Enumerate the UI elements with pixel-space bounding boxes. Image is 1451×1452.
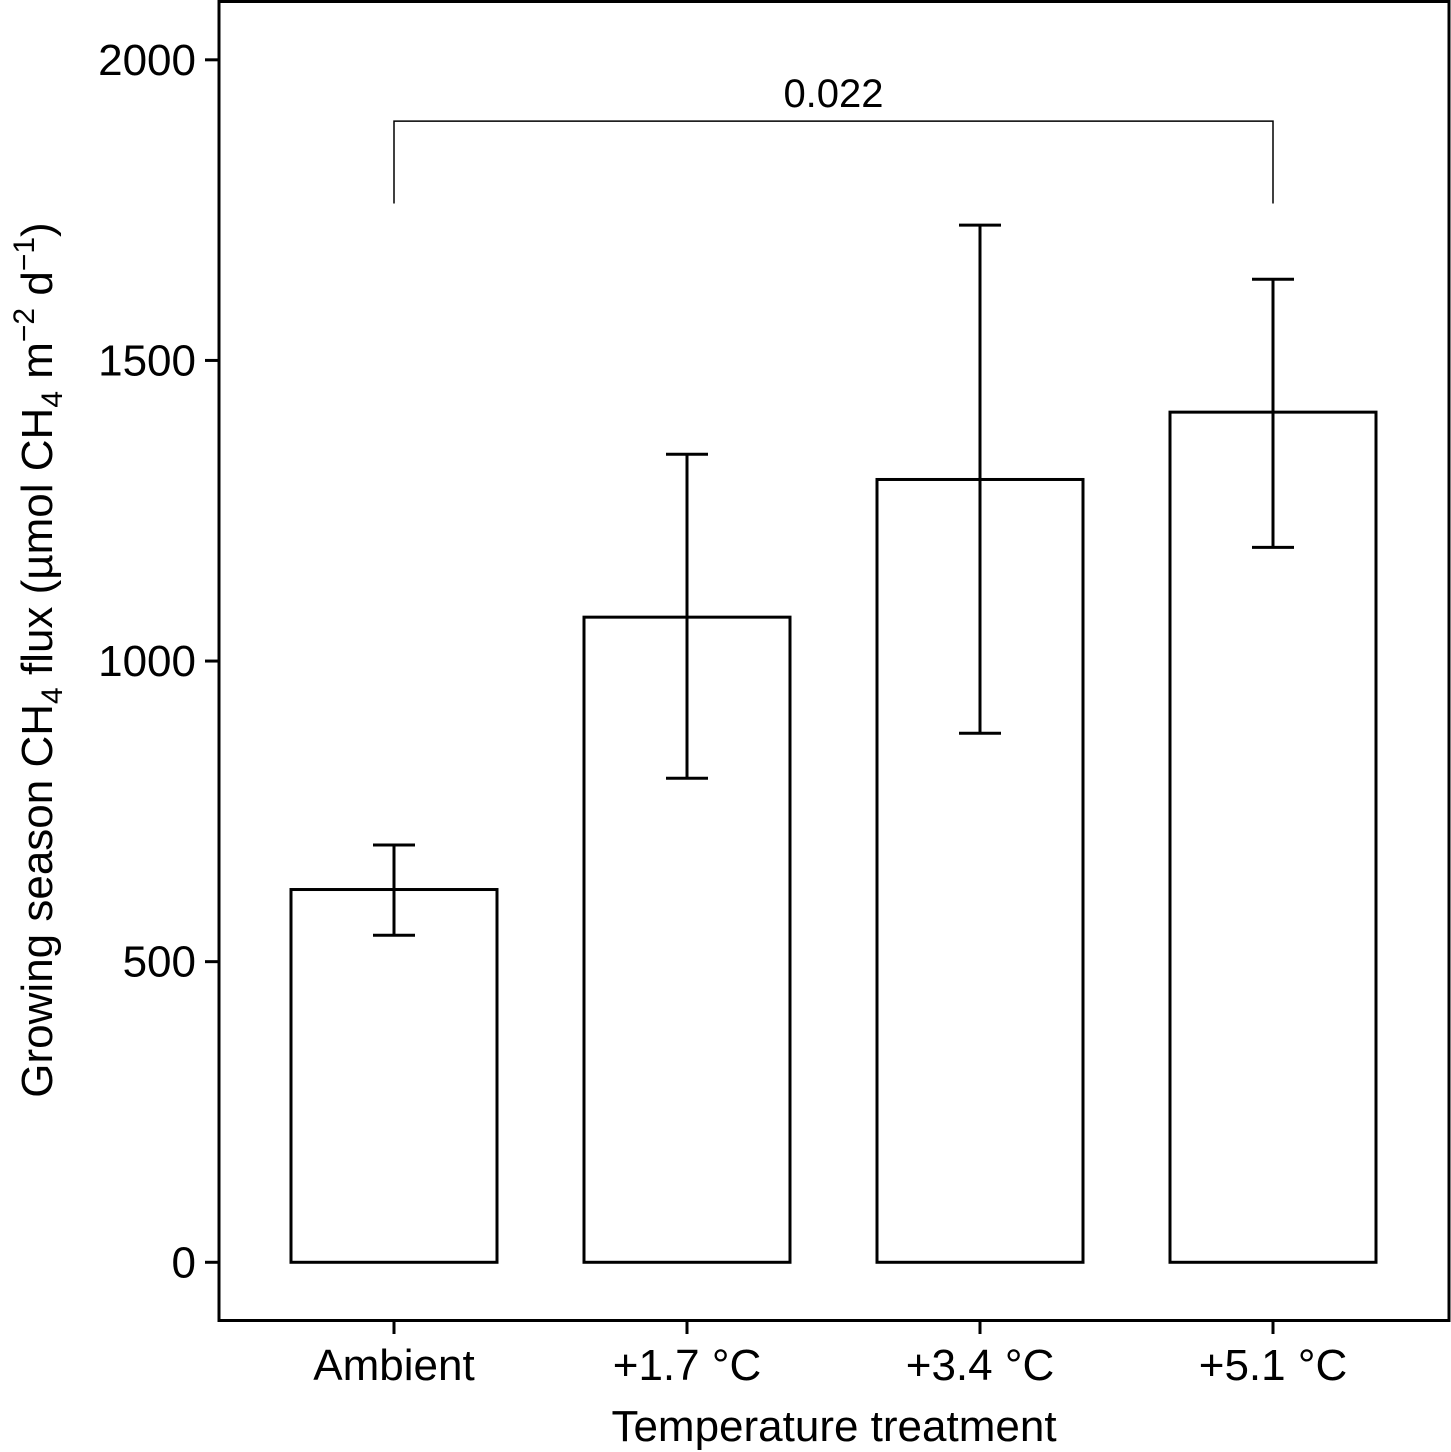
y-axis: 0 500 1000 1500 2000: [98, 36, 219, 1287]
x-tick-label: Ambient: [313, 1341, 474, 1390]
y-tick-label: 0: [172, 1238, 196, 1287]
error-bars: [373, 223, 1294, 937]
y-axis-label: Growing season CH4 flux (µmol CH4 m−2 d−…: [8, 222, 69, 1097]
bars: [289, 410, 1378, 1264]
significance-bracket: [393, 120, 1274, 204]
x-tick-label: +1.7 °C: [613, 1341, 761, 1390]
x-axis-label: Temperature treatment: [611, 1402, 1056, 1451]
y-tick-label: 500: [123, 938, 196, 987]
x-tick-label: +3.4 °C: [906, 1341, 1054, 1390]
x-tick-label: +5.1 °C: [1199, 1341, 1347, 1390]
x-axis: Ambient +1.7 °C +3.4 °C +5.1 °C: [313, 1320, 1347, 1390]
y-tick-label: 2000: [98, 36, 196, 85]
significance-label: 0.022: [783, 72, 883, 116]
annotations: 0.022: [393, 72, 1274, 204]
y-tick-label: 1500: [98, 336, 196, 385]
y-tick-label: 1000: [98, 637, 196, 686]
bar: [289, 888, 499, 1264]
